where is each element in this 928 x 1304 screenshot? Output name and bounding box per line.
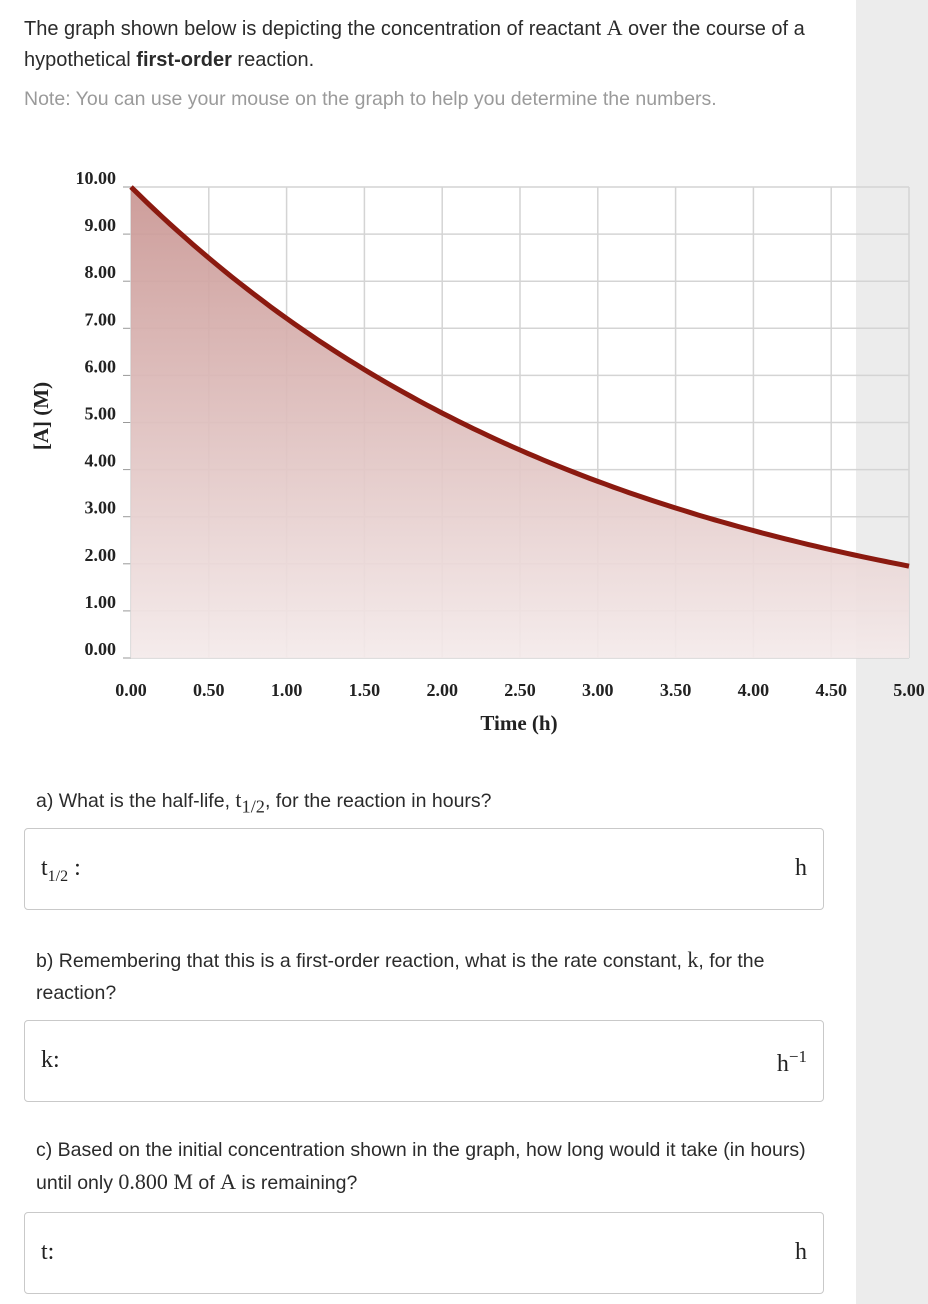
x-tick-label: 1.50 [349, 680, 381, 700]
question-b-var: k [687, 947, 699, 972]
x-tick-label: 4.50 [815, 680, 847, 700]
answer-b-label: k: [41, 1047, 60, 1073]
y-tick-label: 1.00 [85, 592, 117, 612]
y-tick-label: 3.00 [85, 498, 117, 518]
question-b-suffix: , for the reaction? [36, 950, 765, 1004]
y-tick-label: 6.00 [85, 356, 117, 376]
answer-box-rate-constant[interactable]: k: h−1 [24, 1020, 824, 1102]
y-tick-label: 5.00 [85, 404, 117, 424]
chart-area [131, 187, 909, 658]
area-fill [131, 187, 909, 658]
question-c-suffix: is remaining? [235, 1172, 358, 1194]
time-input[interactable] [115, 1227, 759, 1281]
question-a-var-t: t [235, 787, 242, 812]
answer-b-unit-h: h [776, 1051, 789, 1077]
note-text: Note: You can use your mouse on the grap… [24, 88, 717, 110]
question-c-middle: of [192, 1172, 221, 1194]
concentration-line [129, 185, 910, 569]
question-a-suffix: , for the reaction in hours? [264, 790, 492, 812]
question-a-prefix: a) What is the half-life, [36, 790, 236, 812]
x-tick-label: 0.50 [193, 680, 225, 700]
y-tick-label: 2.00 [85, 545, 117, 565]
x-axis-label: Time (h) [480, 711, 557, 735]
answer-b-unit-sup: −1 [788, 1047, 807, 1066]
rate-constant-input[interactable] [115, 1035, 759, 1089]
x-tick-label: 3.00 [582, 680, 614, 700]
question-c-prefix: c) Based on the initial concentration sh… [36, 1139, 806, 1194]
x-tick-labels: 0.00 0.50 1.00 1.50 2.00 2.50 3.00 3.50 4.00 4.50… [115, 680, 925, 700]
chart-line [129, 185, 910, 569]
x-tick-label: 2.00 [426, 680, 458, 700]
answer-c-unit: h [795, 1239, 807, 1265]
answer-c-label: t: [41, 1239, 55, 1265]
question-a-var: t1/2 [235, 787, 265, 816]
question-b-prefix: b) Remembering that this is a first-orde… [36, 950, 688, 972]
answer-a-label-sub: 1/2 [47, 867, 69, 885]
x-tick-label: 1.00 [271, 680, 303, 700]
answer-box-time[interactable]: t: h [24, 1212, 824, 1294]
x-tick-label: 2.50 [504, 680, 536, 700]
y-tick-label: 9.00 [85, 215, 117, 235]
answer-a-label: t1/2 : [41, 855, 81, 886]
y-tick-label: 4.00 [85, 451, 117, 471]
answer-a-label-t: t [41, 855, 48, 881]
intro-text: The graph shown below is depicting the c… [24, 12, 834, 76]
x-tick-label: 5.00 [893, 680, 925, 700]
intro-text-middle: over the course of a hypothetical [24, 18, 805, 71]
x-tick-label: 4.00 [738, 680, 770, 700]
x-tick-label: 3.50 [660, 680, 692, 700]
x-tick-label: 0.00 [115, 680, 147, 700]
y-tick-label: 0.00 [85, 639, 117, 659]
intro-bold-first-order: first-order [136, 49, 232, 71]
intro-text-before: The graph shown below is depicting the c… [24, 18, 607, 40]
y-tick-label: 8.00 [85, 262, 117, 282]
question-a: a) What is the half-life, t1/2, for the … [36, 784, 492, 822]
question-c-value: 0.800 M [118, 1169, 193, 1194]
y-tick-label: 7.00 [85, 309, 117, 329]
answer-b-unit: h−1 [777, 1047, 807, 1078]
concentration-chart[interactable]: 0.00 1.00 2.00 3.00 4.00 5.00 6.00 7.00 8.00 9.00… [0, 160, 928, 740]
half-life-input[interactable] [115, 843, 759, 897]
question-b: b) Remembering that this is a first-orde… [36, 944, 836, 1009]
intro-var-a: A [606, 15, 623, 40]
answer-a-label-colon: : [68, 855, 81, 881]
question-c-var: A [220, 1169, 236, 1194]
question-a-var-sub: 1/2 [241, 796, 265, 817]
intro-text-after: reaction. [231, 49, 315, 71]
y-tick-label: 10.00 [76, 168, 117, 188]
y-axis-label: [A] (M) [29, 382, 53, 450]
answer-a-unit: h [795, 855, 807, 881]
question-c: c) Based on the initial concentration sh… [36, 1134, 826, 1199]
y-tick-labels: 0.00 1.00 2.00 3.00 4.00 5.00 6.00 7.00 8.00 9.00… [76, 168, 117, 659]
answer-box-half-life[interactable]: t1/2 : h [24, 828, 824, 910]
